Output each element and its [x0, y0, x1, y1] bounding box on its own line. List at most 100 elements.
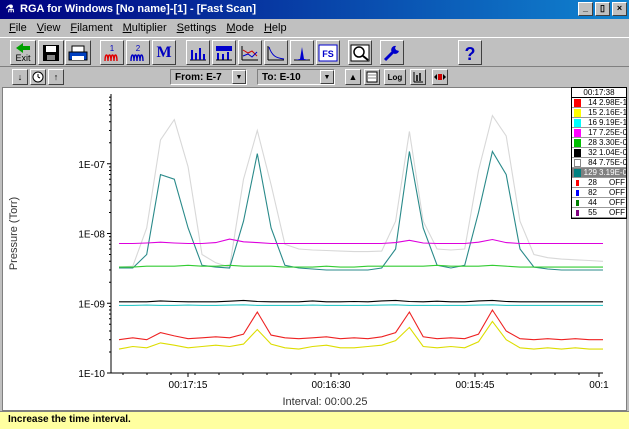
trend-scan-button[interactable] [238, 40, 262, 65]
zoom-button[interactable] [348, 40, 372, 65]
menu-filament[interactable]: Filament [70, 22, 113, 34]
legend-row[interactable]: 14 2.98E-1 [572, 98, 626, 108]
legend-swatch [574, 168, 581, 177]
chevron-down-icon[interactable]: ▼ [232, 70, 246, 84]
legend-rows: 14 2.98E-1 15 2.16E-1 16 9.19E-1 17 7.25E-0 28 3.… [572, 98, 626, 218]
legend-row[interactable]: 82 OFF [572, 188, 626, 198]
autoscale-button[interactable] [410, 69, 426, 85]
filament-2-button[interactable]: 2 [126, 40, 150, 65]
series-line-mass-129 [119, 150, 603, 271]
legend-row[interactable]: 28 OFF [572, 178, 626, 188]
legend-value: 7.25E-0 [599, 127, 626, 137]
legend-mass: 129 [583, 167, 597, 177]
legend-row[interactable]: 84 7.75E-0 [572, 158, 626, 168]
print-button[interactable] [65, 40, 91, 65]
legend-value: 3.30E-0 [599, 137, 626, 147]
peak-scan-button[interactable] [290, 40, 314, 65]
legend-row[interactable]: 16 9.19E-1 [572, 118, 626, 128]
restore-button[interactable]: ▯ [595, 2, 610, 16]
x-tick-label: 00:17:15 [169, 380, 208, 391]
peak-icon [294, 46, 310, 60]
table-scan-button[interactable] [212, 40, 236, 65]
legend-row[interactable]: 32 1.04E-0 [572, 148, 626, 158]
leak-scan-button[interactable] [264, 40, 288, 65]
window-title: RGA for Windows [No name]-[1] - [Fast Sc… [20, 3, 256, 15]
svg-text:FS: FS [322, 49, 334, 59]
arrow-up-icon: ↑ [53, 72, 59, 82]
fit-width-button[interactable] [432, 69, 448, 85]
legend-mass: 82 [588, 187, 597, 197]
autoscale-icon [413, 72, 423, 83]
to-range-select[interactable]: To: E-10 ▼ [257, 69, 335, 85]
save-button[interactable] [38, 40, 64, 65]
multiplier-button[interactable]: M [152, 40, 176, 65]
legend-mass: 17 [588, 127, 597, 137]
legend-row[interactable]: 28 3.30E-0 [572, 138, 626, 148]
from-range-select[interactable]: From: E-7 ▼ [170, 69, 247, 85]
legend-swatch [574, 128, 581, 137]
minimize-button[interactable]: _ [578, 2, 593, 16]
x-axis-label: Interval: 00:00.25 [282, 396, 367, 408]
menu-file[interactable]: File [9, 22, 27, 34]
menu-multiplier[interactable]: Multiplier [122, 22, 167, 34]
help-button[interactable]: ? [458, 40, 482, 65]
legend-mass: 28 [588, 177, 597, 187]
fast-scan-icon: FS [318, 44, 338, 61]
legend-mass: 44 [588, 197, 597, 207]
arrow-down-icon: ↓ [17, 72, 23, 82]
floppy-disk-icon [43, 44, 59, 61]
legend-value: 2.16E-1 [599, 107, 626, 117]
trend-chart: 1E-07 1E-08 1E-09 1E-10 00:17:15 00:16:30 00:1… [8, 94, 609, 408]
menu-mode[interactable]: Mode [226, 22, 254, 34]
menu-view[interactable]: View [36, 22, 61, 34]
scroll-down-button[interactable]: ↓ [12, 69, 28, 85]
legend-value: 3.19E-0 [599, 167, 626, 177]
legend-swatch [574, 148, 581, 157]
triangle-up-icon: ▲ [348, 72, 358, 82]
filament-1-button[interactable]: 1 [100, 40, 124, 65]
x-tick-label: 00:1 [589, 380, 609, 391]
status-message: Increase the time interval. [8, 414, 131, 425]
table-chart-icon [216, 45, 232, 60]
printer-icon [68, 45, 88, 60]
legend-value: OFF [609, 207, 625, 217]
menu-settings[interactable]: Settings [176, 22, 217, 34]
scale-up-button[interactable]: ▲ [345, 69, 361, 85]
svg-text:?: ? [465, 44, 476, 63]
legend-time: 00:17:38 [572, 88, 626, 98]
legend-row[interactable]: 44 OFF [572, 198, 626, 208]
trend-lines-icon [241, 45, 258, 60]
legend-swatch [576, 199, 579, 206]
legend-row[interactable]: 17 7.25E-0 [572, 128, 626, 138]
scroll-up-button[interactable]: ↑ [48, 69, 64, 85]
plot-area[interactable]: 1E-07 1E-08 1E-09 1E-10 00:17:15 00:16:30 00:1… [2, 87, 627, 411]
fit-width-icon [434, 74, 446, 80]
clock-icon [32, 71, 44, 83]
legend-row[interactable]: 55 OFF [572, 208, 626, 218]
from-range-value: From: E-7 [175, 71, 222, 83]
log-scale-button[interactable]: Log [384, 69, 406, 85]
legend-value: OFF [609, 197, 625, 207]
svg-text:2: 2 [136, 44, 141, 53]
legend-row[interactable]: 15 2.16E-1 [572, 108, 626, 118]
legend-value: 7.75E-0 [599, 157, 626, 167]
legend-value: OFF [609, 177, 625, 187]
clock-button[interactable] [30, 69, 46, 85]
series-line-mass-17 [119, 238, 603, 245]
tools-button[interactable] [380, 40, 404, 65]
y-tick-label: 1E-07 [78, 160, 105, 171]
series-line-mass-14 [118, 308, 603, 341]
title-bar: ⚗ RGA for Windows [No name]-[1] - [Fast … [0, 0, 629, 19]
bar-scan-button[interactable] [186, 40, 210, 65]
legend-swatch [574, 98, 581, 107]
x-tick-label: 00:16:30 [312, 380, 351, 391]
help-question-icon: ? [465, 44, 476, 63]
menu-help[interactable]: Help [263, 22, 287, 34]
legend-row[interactable]: 129 3.19E-0 [572, 168, 626, 178]
to-range-value: To: E-10 [262, 71, 301, 83]
close-button[interactable]: × [612, 2, 627, 16]
grid-button[interactable] [364, 69, 380, 85]
chevron-down-icon[interactable]: ▼ [320, 70, 334, 84]
fs-scan-button[interactable]: FS [316, 40, 340, 65]
exit-button[interactable]: Exit [10, 40, 36, 65]
